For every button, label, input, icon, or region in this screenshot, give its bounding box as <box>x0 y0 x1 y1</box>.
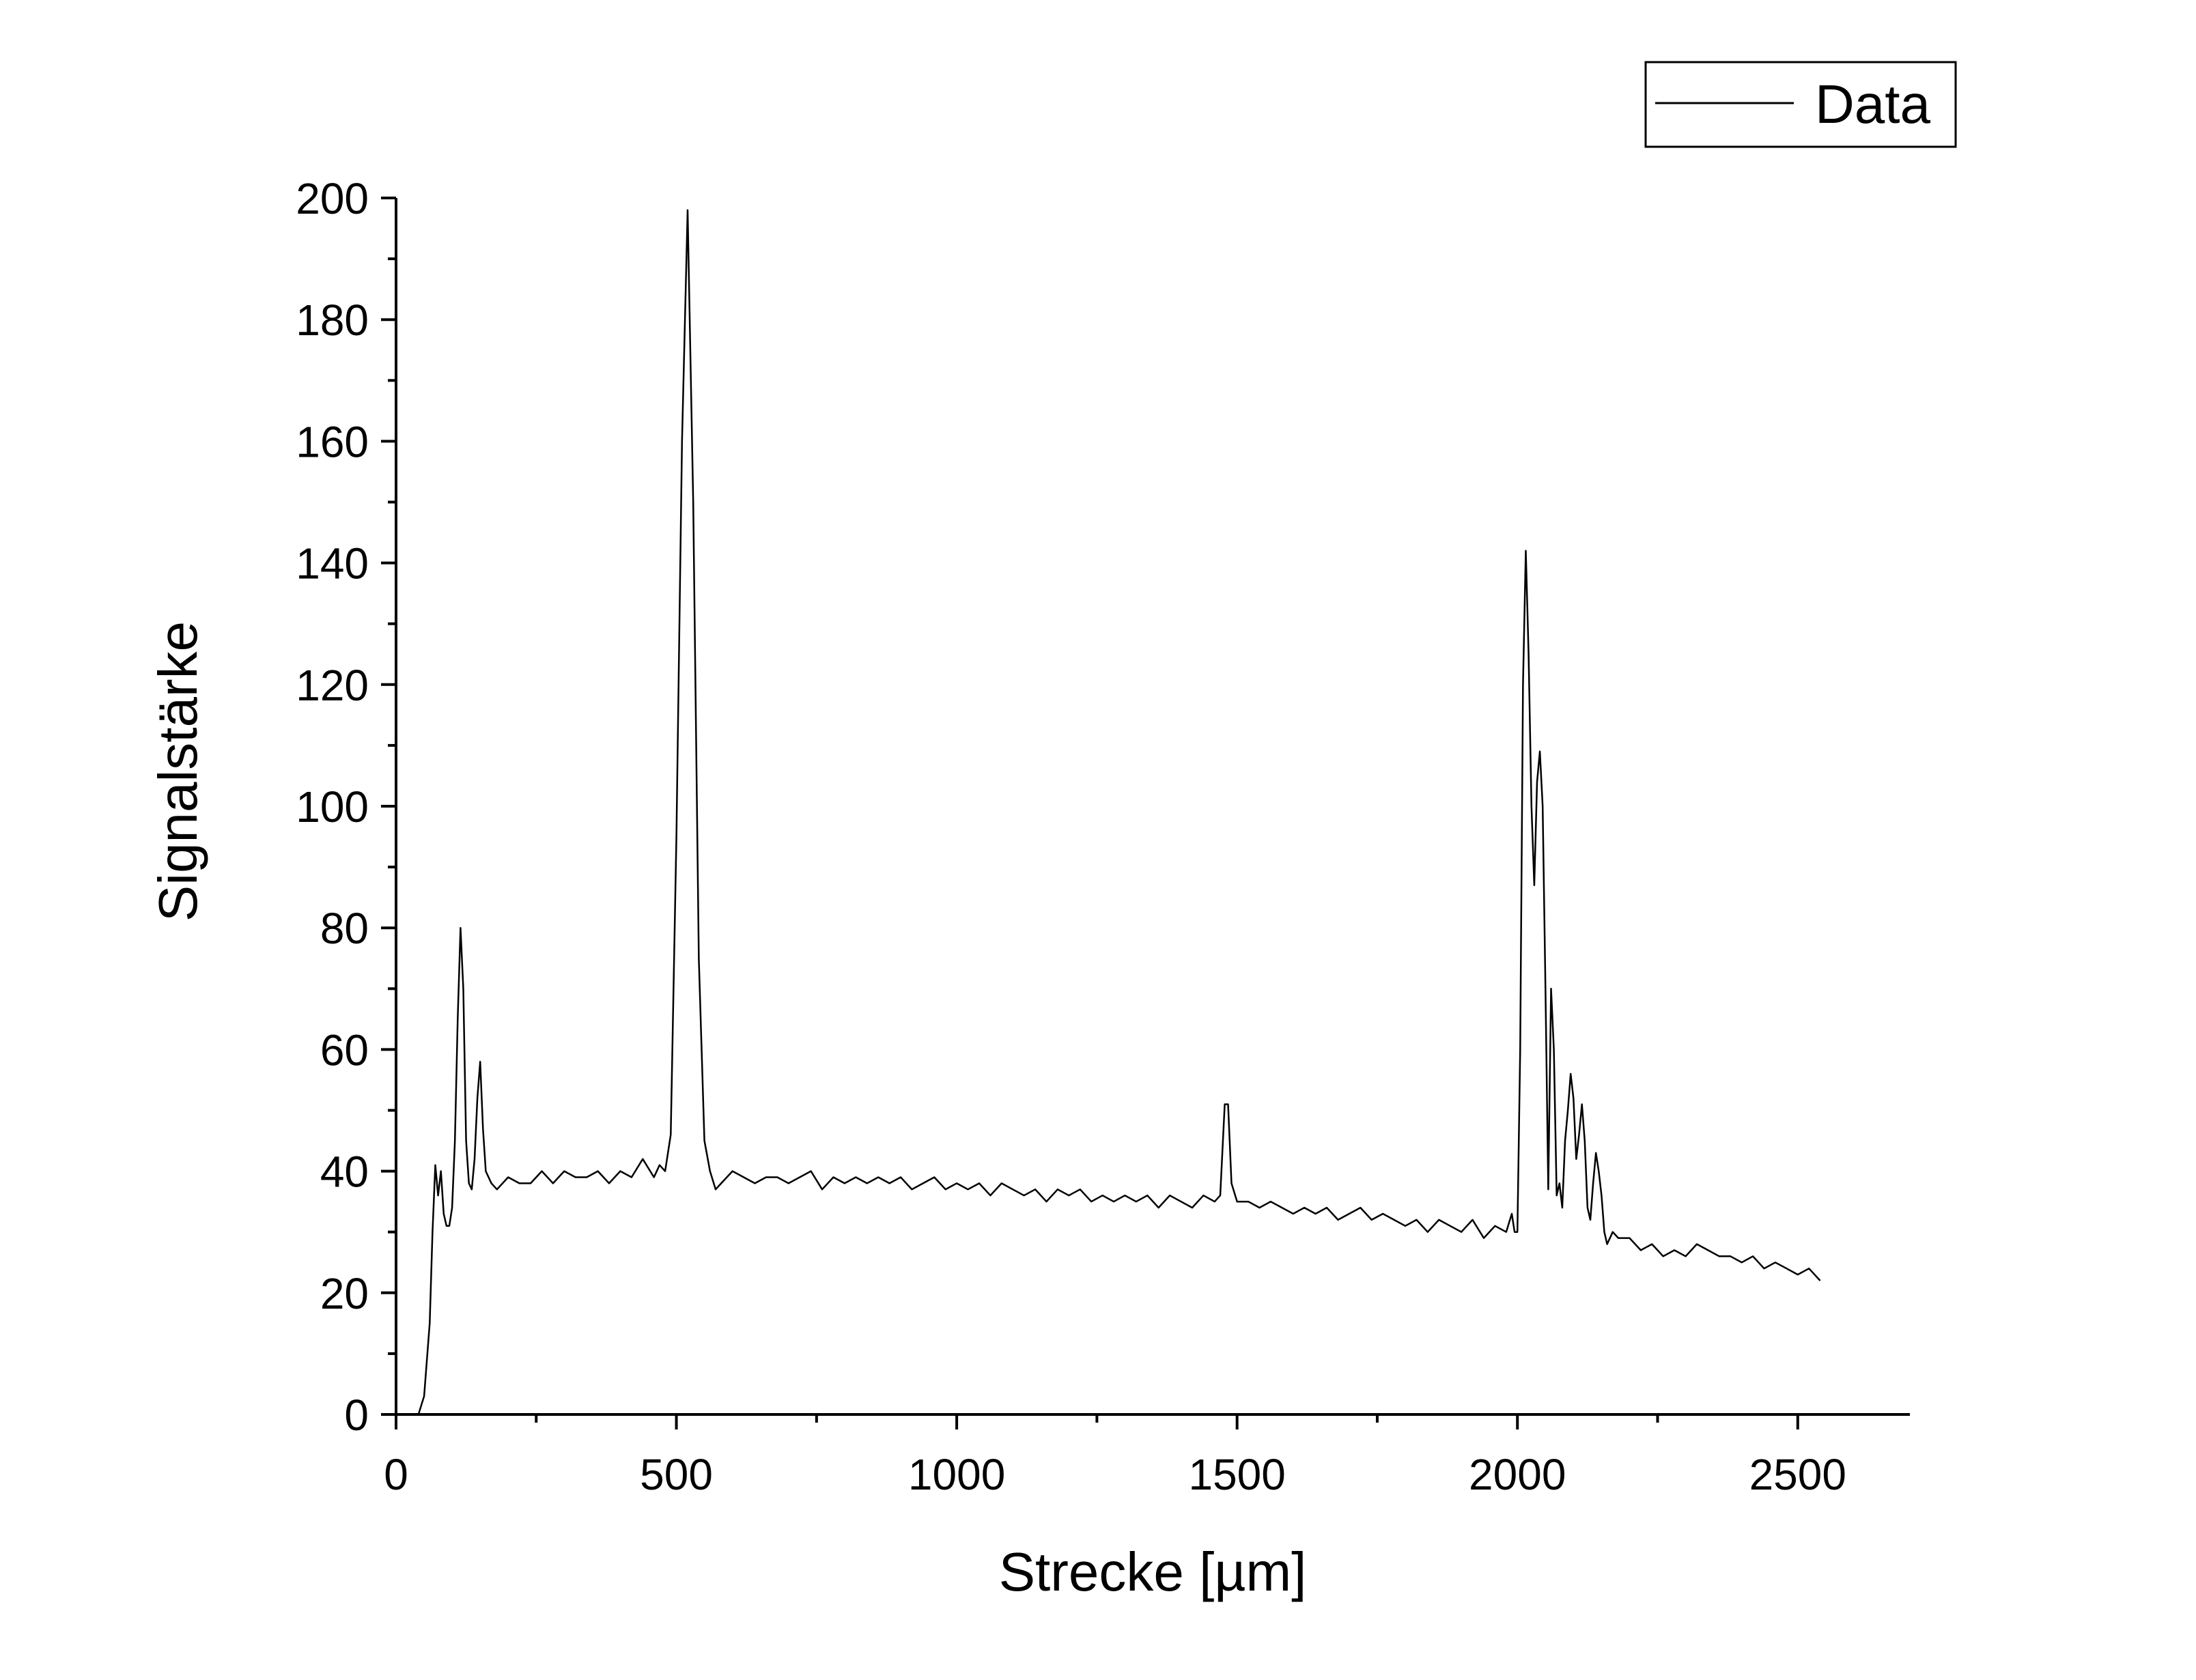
y-tick-label: 60 <box>320 1025 369 1074</box>
x-tick-label: 2500 <box>1749 1450 1846 1499</box>
x-tick-label: 0 <box>384 1450 408 1499</box>
legend-label: Data <box>1815 74 1930 134</box>
x-tick-label: 1000 <box>908 1450 1005 1499</box>
y-tick-label: 20 <box>320 1269 369 1318</box>
x-axis-title: Strecke [µm] <box>999 1541 1307 1602</box>
data-line <box>417 209 1821 1415</box>
y-tick-label: 180 <box>296 296 369 345</box>
x-tick-label: 500 <box>640 1450 713 1499</box>
y-tick-label: 200 <box>296 174 369 223</box>
y-axis-title: Signalstärke <box>147 621 208 922</box>
y-tick-label: 140 <box>296 539 369 588</box>
y-tick-label: 160 <box>296 417 369 466</box>
y-tick-label: 120 <box>296 661 369 710</box>
y-tick-label: 80 <box>320 904 369 953</box>
y-tick-label: 0 <box>344 1391 369 1440</box>
legend-box <box>1644 61 1957 148</box>
y-tick-label: 40 <box>320 1148 369 1197</box>
x-tick-label: 1500 <box>1188 1450 1285 1499</box>
y-tick-label: 100 <box>296 782 369 831</box>
x-tick-label: 2000 <box>1469 1450 1566 1499</box>
